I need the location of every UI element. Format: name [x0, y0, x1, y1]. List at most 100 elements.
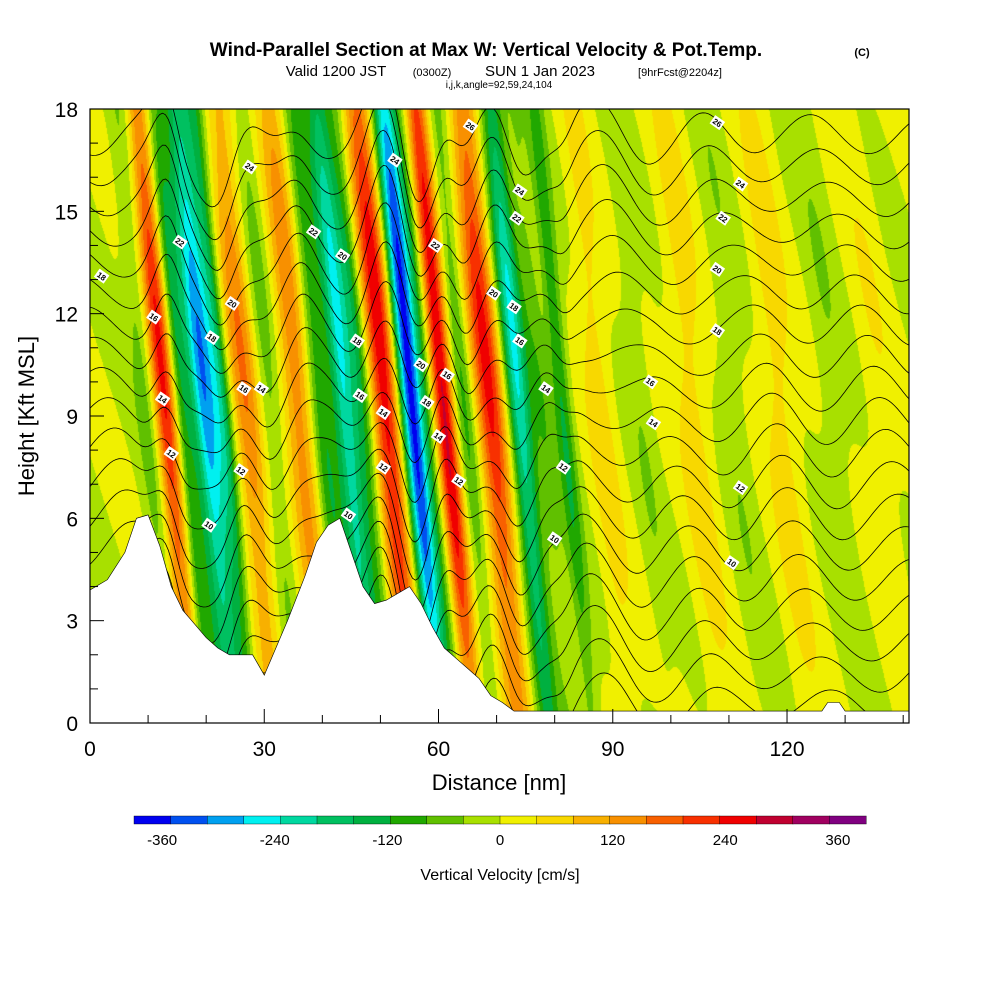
y-tick-label: 18: [55, 99, 78, 122]
theta-contour-line: [90, 357, 909, 428]
colorbar-swatch: [682, 815, 721, 825]
x-tick-label: 120: [769, 738, 804, 761]
contour-label: 12: [375, 459, 392, 475]
colorbar: [133, 815, 867, 825]
y-tick-label: 12: [55, 304, 78, 327]
colorbar-tick-label: -240: [260, 832, 290, 849]
contour-label: 24: [512, 183, 528, 199]
colorbar-swatch: [792, 815, 830, 825]
contour-label: 16: [512, 333, 528, 349]
contour-label: 10: [340, 507, 357, 523]
contour-label: 20: [413, 357, 429, 373]
colorbar-tick-label: 360: [825, 832, 850, 849]
contour-label: 14: [645, 415, 662, 431]
contour-label: 14: [430, 428, 447, 445]
terrain-outline: [90, 514, 909, 712]
contour-label: 16: [642, 374, 659, 390]
theta-contour-line: [90, 241, 909, 351]
contour-label: 14: [375, 405, 392, 421]
colorbar-swatch: [609, 815, 647, 825]
contour-label: 18: [204, 330, 220, 346]
contour-label: 20: [224, 295, 241, 311]
contour-label: 10: [546, 531, 563, 547]
chart-title: Wind-Parallel Section at Max W: Vertical…: [210, 40, 762, 61]
contour-label: 22: [172, 234, 188, 250]
forecast-info: [9hrFcst@2204z]: [638, 67, 722, 79]
y-tick-label: 0: [66, 713, 78, 736]
theta-contour-line: [90, 109, 909, 208]
y-axis-label: Height [Kft MSL]: [14, 336, 39, 496]
x-tick-label: 0: [84, 738, 96, 761]
colorbar-swatch: [280, 815, 318, 825]
contour-label: 24: [387, 152, 403, 168]
theta-contour-line: [90, 448, 909, 543]
theta-contour-line: [90, 422, 909, 503]
contour-label: 24: [241, 159, 258, 175]
contour-label: 20: [709, 261, 726, 277]
colorbar-swatch: [170, 815, 208, 825]
contour-label: 18: [709, 323, 726, 339]
contour-label: 18: [419, 394, 435, 410]
contour-label: 22: [305, 224, 322, 240]
contour-label: 14: [253, 381, 270, 397]
colorbar-swatch: [133, 815, 172, 825]
valid-time-utc: (0300Z): [413, 67, 452, 79]
contour-label: 12: [555, 459, 572, 475]
contour-label: 18: [506, 299, 522, 315]
contour-label: 26: [709, 115, 726, 131]
contour-label: 16: [146, 309, 162, 325]
valid-date: SUN 1 Jan 2023: [485, 63, 595, 80]
theta-contour-line: [90, 605, 909, 723]
terrain-mask: [90, 514, 909, 723]
contour-label: 18: [93, 268, 110, 284]
contour-label: 20: [334, 248, 351, 264]
colorbar-tick-label: 0: [496, 832, 504, 849]
theta-contours: [90, 109, 909, 723]
contour-label: 12: [732, 480, 749, 496]
contour-label: 12: [451, 473, 467, 489]
colorbar-swatch: [646, 815, 684, 825]
x-axis: 0 30 60 90 120: [84, 709, 904, 761]
colorbar-swatch: [426, 815, 464, 825]
valid-time: Valid 1200 JST: [286, 63, 387, 80]
theta-contour-line: [90, 281, 909, 374]
grid-info: i,j,k,angle=92,59,24,104: [446, 80, 553, 91]
theta-contour-line: [90, 320, 909, 398]
colorbar-label: Vertical Velocity [cm/s]: [420, 867, 579, 884]
y-tick-label: 3: [66, 611, 78, 634]
y-tick-label: 6: [66, 508, 78, 531]
colorbar-swatch: [719, 815, 757, 825]
y-tick-label: 15: [55, 201, 78, 224]
contour-label: 10: [201, 517, 217, 533]
colorbar-swatch: [499, 815, 538, 825]
contour-label: 22: [715, 210, 731, 226]
theta-contour-line: [90, 129, 909, 271]
theta-contour-line: [90, 520, 909, 650]
colorbar-tick-label: -120: [372, 832, 402, 849]
colorbar-swatch: [316, 815, 355, 825]
y-axis: 0 3 6 9 12 15 18: [55, 99, 104, 736]
valid-time-local: Valid 1200 JST: [286, 63, 387, 80]
y-tick-label: 9: [66, 406, 78, 429]
theta-contour-line: [90, 496, 909, 617]
x-tick-label: 30: [253, 738, 276, 761]
theta-contour-line: [90, 109, 909, 241]
x-tick-label: 60: [427, 738, 450, 761]
contour-label: 16: [236, 381, 252, 397]
x-axis-label: Distance [nm]: [432, 770, 567, 795]
contour-label: 12: [233, 463, 249, 479]
colorbar-swatch: [829, 815, 867, 825]
velocity-heatmap: [90, 109, 909, 723]
contour-label: 24: [732, 176, 749, 192]
title-mark: (C): [854, 47, 870, 59]
contour-label: 14: [154, 391, 171, 407]
contour-label: 14: [538, 381, 554, 397]
colorbar-swatch: [353, 815, 391, 825]
colorbar-swatch: [756, 815, 794, 825]
colorbar-ticks: -360 -240 -120 0 120 240 360: [147, 832, 850, 849]
contour-label: 22: [509, 210, 525, 226]
colorbar-swatch: [536, 815, 574, 825]
